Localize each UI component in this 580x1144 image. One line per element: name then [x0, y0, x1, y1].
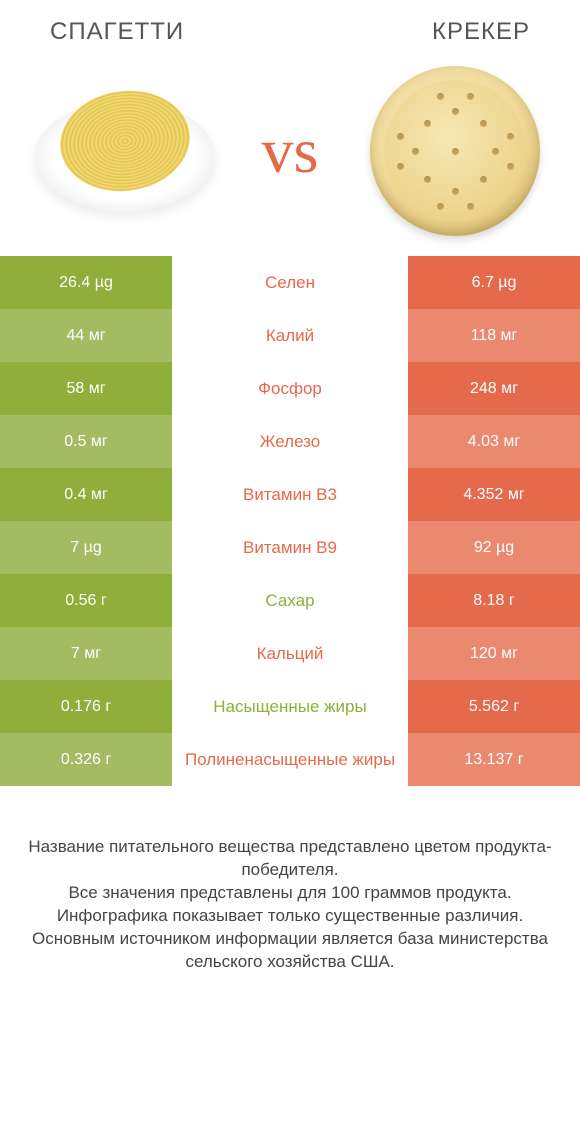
nutrient-label: Витамин B9 [172, 521, 408, 574]
table-row: 0.56 гСахар8.18 г [0, 574, 580, 627]
footer-line: Инфографика показывает только существенн… [28, 905, 552, 928]
title-left: СПАГЕТТИ [50, 18, 184, 46]
cracker-image [360, 66, 550, 236]
value-right: 13.137 г [408, 733, 580, 786]
table-row: 0.176 гНасыщенные жиры5.562 г [0, 680, 580, 733]
value-left: 0.56 г [0, 574, 172, 627]
value-right: 4.03 мг [408, 415, 580, 468]
comparison-table: 26.4 µgСелен6.7 µg44 мгКалий118 мг58 мгФ… [0, 256, 580, 786]
spaghetti-image [30, 66, 220, 236]
value-left: 26.4 µg [0, 256, 172, 309]
table-row: 0.5 мгЖелезо4.03 мг [0, 415, 580, 468]
table-row: 58 мгФосфор248 мг [0, 362, 580, 415]
value-left: 0.4 мг [0, 468, 172, 521]
footer-line: Все значения представлены для 100 граммо… [28, 882, 552, 905]
footer-line: Основным источником информации является … [28, 928, 552, 974]
value-left: 7 µg [0, 521, 172, 574]
nutrient-label: Фосфор [172, 362, 408, 415]
table-row: 7 µgВитамин B992 µg [0, 521, 580, 574]
title-right: КРЕКЕР [432, 18, 530, 46]
table-row: 26.4 µgСелен6.7 µg [0, 256, 580, 309]
value-right: 118 мг [408, 309, 580, 362]
nutrient-label: Витамин B3 [172, 468, 408, 521]
value-right: 4.352 мг [408, 468, 580, 521]
table-row: 7 мгКальций120 мг [0, 627, 580, 680]
value-left: 7 мг [0, 627, 172, 680]
value-right: 6.7 µg [408, 256, 580, 309]
nutrient-label: Кальций [172, 627, 408, 680]
images-row: vs [0, 56, 580, 256]
nutrient-label: Полиненасыщенные жиры [172, 733, 408, 786]
value-left: 0.176 г [0, 680, 172, 733]
footer-line: Название питательного вещества представл… [28, 836, 552, 882]
table-row: 0.326 гПолиненасыщенные жиры13.137 г [0, 733, 580, 786]
nutrient-label: Селен [172, 256, 408, 309]
vs-label: vs [262, 114, 319, 188]
nutrient-label: Железо [172, 415, 408, 468]
nutrient-label: Калий [172, 309, 408, 362]
value-left: 58 мг [0, 362, 172, 415]
table-row: 0.4 мгВитамин B34.352 мг [0, 468, 580, 521]
nutrient-label: Насыщенные жиры [172, 680, 408, 733]
footer-note: Название питательного вещества представл… [0, 786, 580, 974]
value-right: 8.18 г [408, 574, 580, 627]
value-right: 248 мг [408, 362, 580, 415]
value-left: 0.5 мг [0, 415, 172, 468]
nutrient-label: Сахар [172, 574, 408, 627]
value-right: 120 мг [408, 627, 580, 680]
table-row: 44 мгКалий118 мг [0, 309, 580, 362]
header: СПАГЕТТИ КРЕКЕР [0, 0, 580, 56]
value-left: 44 мг [0, 309, 172, 362]
value-right: 5.562 г [408, 680, 580, 733]
value-right: 92 µg [408, 521, 580, 574]
value-left: 0.326 г [0, 733, 172, 786]
